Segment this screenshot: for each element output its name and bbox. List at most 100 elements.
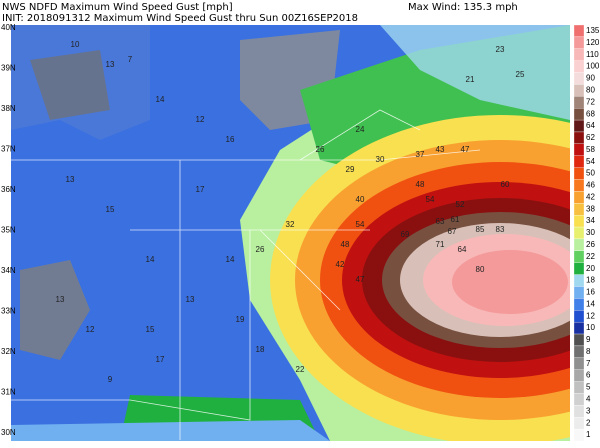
colorbar-swatch xyxy=(573,310,585,323)
colorbar-label: 64 xyxy=(586,121,595,130)
station-value: 63 xyxy=(436,217,445,226)
station-value: 26 xyxy=(316,145,325,154)
colorbar-swatch xyxy=(573,250,585,263)
gray-area xyxy=(20,260,90,360)
colorbar-label: 1 xyxy=(586,430,591,439)
station-value: 14 xyxy=(226,255,235,264)
colorbar-swatch xyxy=(573,428,585,442)
colorbar-swatch xyxy=(573,167,585,180)
colorbar-swatch xyxy=(573,96,585,109)
colorbar-swatch xyxy=(573,215,585,228)
station-value: 29 xyxy=(346,165,355,174)
gray-area xyxy=(30,50,110,120)
hurricane xyxy=(270,115,570,441)
station-value: 67 xyxy=(448,227,457,236)
gulf xyxy=(11,420,330,441)
colorbar-label: 18 xyxy=(586,276,595,285)
borders xyxy=(11,109,481,440)
station-value: 12 xyxy=(86,325,95,334)
station-value: 54 xyxy=(426,195,435,204)
station-value: 48 xyxy=(416,180,425,189)
lat-label: 37N xyxy=(1,145,16,154)
station-value: 24 xyxy=(356,125,365,134)
colorbar-label: 16 xyxy=(586,288,595,297)
map: 10 13 7 14 12 16 13 15 17 14 23 21 25 24 26 29 30 37 43 47 4… xyxy=(11,25,570,441)
lat-label: 35N xyxy=(1,226,16,235)
colorbar-label: 30 xyxy=(586,228,595,237)
lat-label: 32N xyxy=(1,347,16,356)
station-value: 14 xyxy=(156,95,165,104)
blue-area xyxy=(380,25,570,120)
station-value: 13 xyxy=(106,60,115,69)
colorbar-swatch xyxy=(573,155,585,168)
colorbar-label: 120 xyxy=(586,38,600,47)
colorbar-swatch xyxy=(573,405,585,418)
colorbar-label: 72 xyxy=(586,97,595,106)
station-value: 15 xyxy=(146,325,155,334)
station-value: 42 xyxy=(336,260,345,269)
colorbar-label: 22 xyxy=(586,252,595,261)
lat-label: 40N xyxy=(1,23,16,32)
station-value: 19 xyxy=(236,315,245,324)
colorbar-label: 8 xyxy=(586,347,591,356)
colorbar-label: 135 xyxy=(586,26,600,35)
max-wind: Max Wind: 135.3 mph xyxy=(408,2,518,13)
lat-label: 36N xyxy=(1,185,16,194)
colorbar-swatch xyxy=(573,286,585,299)
colorbar-label: 14 xyxy=(586,299,595,308)
colorbar-label: 58 xyxy=(586,145,595,154)
colorbar-swatch xyxy=(573,262,585,275)
station-value: 60 xyxy=(501,180,510,189)
station-value: 18 xyxy=(256,345,265,354)
colorbar-label: 6 xyxy=(586,371,591,380)
station-value: 21 xyxy=(466,75,475,84)
colorbar-swatch xyxy=(573,381,585,394)
header-init: INIT: 2018091312 Maximum Wind Speed Gust… xyxy=(2,13,358,24)
colorbar-swatch xyxy=(573,345,585,358)
colorbar-label: 46 xyxy=(586,181,595,190)
colorbar-label: 110 xyxy=(586,50,599,59)
colorbar-swatch xyxy=(573,191,585,204)
colorbar-swatch xyxy=(573,226,585,240)
station-value: 13 xyxy=(56,295,65,304)
colorbar-swatch xyxy=(573,48,585,61)
colorbar-label: 90 xyxy=(586,74,595,83)
station-value: 54 xyxy=(356,220,365,229)
colorbar-label: 50 xyxy=(586,169,595,178)
lat-label: 30N xyxy=(1,428,16,437)
station-value: 32 xyxy=(286,220,295,229)
colorbar-swatch xyxy=(573,333,585,347)
colorbar-swatch xyxy=(573,274,585,287)
colorbar-swatch xyxy=(573,24,585,38)
colorbar-label: 38 xyxy=(586,204,595,213)
colorbar-swatch xyxy=(573,179,585,192)
station-value: 71 xyxy=(436,240,445,249)
colorbar-swatch xyxy=(573,298,585,311)
colorbar-swatch xyxy=(573,131,585,145)
colorbar-label: 4 xyxy=(586,395,591,404)
station-value: 40 xyxy=(356,195,365,204)
colorbar-label: 62 xyxy=(586,133,595,142)
colorbar-swatch xyxy=(573,108,585,121)
colorbar-swatch xyxy=(573,238,585,251)
station-value: 17 xyxy=(156,355,165,364)
station-value: 83 xyxy=(496,225,505,234)
header-title: NWS NDFD Maximum Wind Speed Gust [mph] xyxy=(2,2,233,13)
station-value: 7 xyxy=(128,55,133,64)
colorbar-swatch xyxy=(573,72,585,85)
lat-label: 34N xyxy=(1,266,16,275)
colorbar-label: 3 xyxy=(586,406,591,415)
colorbar-label: 26 xyxy=(586,240,595,249)
colorbar-label: 5 xyxy=(586,383,591,392)
station-value: 13 xyxy=(66,175,75,184)
station-value: 10 xyxy=(71,40,80,49)
station-value: 16 xyxy=(226,135,235,144)
colorbar-swatch xyxy=(573,143,585,156)
colorbar-label: 7 xyxy=(586,359,591,368)
station-value: 13 xyxy=(186,295,195,304)
station-value: 61 xyxy=(451,215,460,224)
lat-label: 33N xyxy=(1,307,16,316)
station-value: 25 xyxy=(516,70,525,79)
lat-label: 31N xyxy=(1,388,16,397)
